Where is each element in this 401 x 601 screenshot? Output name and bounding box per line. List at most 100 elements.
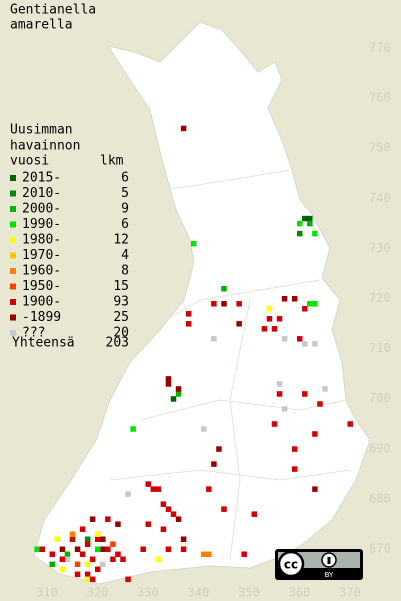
observation-square bbox=[155, 556, 162, 563]
observation-square bbox=[100, 536, 106, 542]
observation-square bbox=[59, 566, 66, 573]
observation-square bbox=[34, 546, 40, 552]
observation-square bbox=[185, 321, 192, 327]
observation-square bbox=[95, 546, 101, 552]
observation-square bbox=[347, 421, 353, 427]
observation-square bbox=[115, 521, 121, 527]
observation-square bbox=[84, 576, 91, 583]
observation-square bbox=[271, 421, 278, 427]
observation-square bbox=[185, 311, 192, 317]
legend-label: 2015- bbox=[22, 171, 61, 186]
legend-label: 1980- bbox=[22, 233, 61, 248]
observation-square bbox=[69, 531, 76, 537]
observation-square bbox=[276, 316, 283, 322]
observation-square bbox=[312, 230, 318, 237]
observation-square bbox=[130, 426, 136, 432]
observation-square bbox=[105, 546, 111, 552]
observation-square bbox=[150, 486, 157, 492]
license-badge: cc BY bbox=[275, 549, 363, 580]
observation-square bbox=[211, 461, 217, 467]
observation-square bbox=[312, 301, 318, 307]
observation-square bbox=[39, 546, 45, 552]
observation-square bbox=[236, 301, 242, 307]
legend-swatch bbox=[10, 299, 16, 305]
observation-square bbox=[297, 230, 303, 237]
y-tick-label: 760 bbox=[369, 91, 391, 105]
y-tick-label: 720 bbox=[369, 291, 391, 305]
observation-square bbox=[100, 561, 106, 568]
observation-square bbox=[160, 501, 167, 507]
y-tick-label: 690 bbox=[369, 441, 391, 455]
observation-square bbox=[69, 536, 76, 542]
legend-swatch bbox=[10, 314, 16, 321]
observation-square bbox=[165, 381, 172, 387]
legend-swatch bbox=[10, 283, 16, 290]
legend-count: 25 bbox=[113, 310, 129, 325]
observation-square bbox=[180, 536, 187, 542]
observation-square bbox=[165, 376, 172, 382]
observation-square bbox=[95, 536, 101, 542]
observation-square bbox=[64, 556, 71, 563]
observation-square bbox=[297, 220, 303, 227]
legend-heading: lkm bbox=[100, 154, 124, 169]
observation-square bbox=[190, 240, 197, 247]
observation-square bbox=[84, 536, 91, 542]
observation-square bbox=[312, 341, 318, 347]
observation-square bbox=[241, 551, 247, 558]
x-tick-label: 330 bbox=[137, 586, 159, 600]
total: 203 bbox=[106, 336, 129, 351]
observation-square bbox=[59, 546, 66, 552]
by-icon-body bbox=[327, 557, 331, 564]
observation-square bbox=[125, 491, 131, 497]
legend-label: 2010- bbox=[22, 186, 61, 201]
observation-square bbox=[291, 446, 298, 452]
observation-square bbox=[125, 576, 131, 583]
observation-square bbox=[312, 486, 318, 492]
observation-square bbox=[271, 326, 278, 332]
observation-square bbox=[221, 506, 227, 512]
observation-square bbox=[145, 481, 151, 487]
legend-count: 8 bbox=[121, 264, 129, 279]
legend-count: 4 bbox=[121, 248, 129, 263]
observation-square bbox=[165, 546, 172, 552]
observation-square bbox=[221, 301, 227, 307]
y-tick-label: 700 bbox=[369, 391, 391, 405]
total-label: Yhteensä bbox=[12, 336, 75, 351]
legend-swatch bbox=[10, 175, 16, 181]
observation-square bbox=[206, 486, 212, 492]
observation-square bbox=[211, 301, 217, 307]
observation-square bbox=[110, 556, 116, 563]
legend-count: 12 bbox=[113, 233, 129, 248]
observation-square bbox=[145, 521, 151, 527]
legend-label: 1950- bbox=[22, 279, 61, 294]
observation-square bbox=[281, 296, 288, 302]
legend-swatch bbox=[10, 221, 16, 228]
observation-square bbox=[79, 551, 86, 558]
observation-square bbox=[140, 546, 146, 552]
observation-square bbox=[59, 556, 66, 563]
legend-swatch bbox=[10, 252, 16, 259]
observation-square bbox=[322, 386, 328, 392]
y-tick-label: 670 bbox=[369, 542, 391, 556]
observation-square bbox=[170, 511, 177, 517]
observation-square bbox=[201, 426, 207, 432]
observation-square bbox=[100, 546, 106, 552]
observation-square bbox=[302, 341, 308, 347]
legend-heading: havainnon bbox=[10, 139, 80, 154]
title: Gentianella bbox=[10, 3, 96, 18]
legend-label: 1900- bbox=[22, 295, 61, 310]
observation-square bbox=[74, 571, 81, 578]
observation-square bbox=[110, 541, 116, 547]
legend-count: 9 bbox=[121, 202, 129, 217]
legend-count: 5 bbox=[121, 186, 129, 201]
observation-square bbox=[180, 546, 187, 552]
cc-circle bbox=[277, 550, 305, 578]
x-tick-label: 320 bbox=[87, 586, 109, 600]
observation-square bbox=[120, 556, 126, 563]
y-tick-label: 770 bbox=[369, 41, 391, 55]
observation-square bbox=[54, 536, 61, 542]
observation-square bbox=[307, 220, 313, 227]
x-tick-label: 340 bbox=[188, 586, 210, 600]
observation-square bbox=[206, 551, 212, 558]
